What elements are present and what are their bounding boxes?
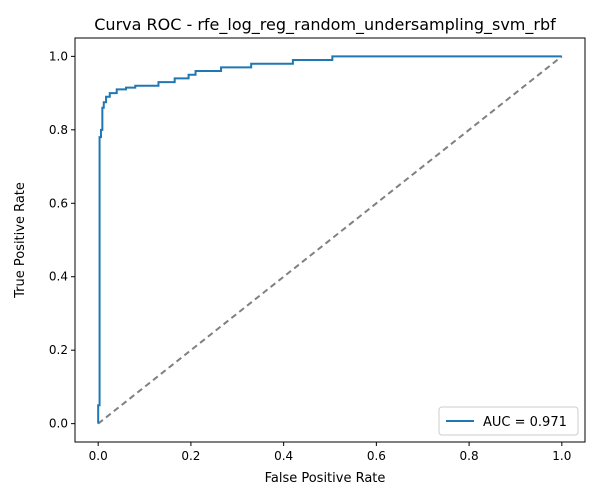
x-tick-label: 1.0 xyxy=(552,449,571,463)
y-tick-label: 0.4 xyxy=(49,270,68,284)
roc-curve-line xyxy=(97,55,562,424)
legend: AUC = 0.971 xyxy=(438,406,579,436)
y-tick-label: 1.0 xyxy=(49,49,68,63)
x-tick-label: 0.2 xyxy=(181,449,200,463)
y-tick-label: 0.2 xyxy=(49,343,68,357)
y-axis-label: True Positive Rate xyxy=(13,182,28,299)
x-axis-label: False Positive Rate xyxy=(265,471,386,486)
x-tick-label: 0.4 xyxy=(274,449,293,463)
legend-box xyxy=(438,406,579,436)
plot-frame xyxy=(74,37,586,443)
x-tick-label: 0.8 xyxy=(460,449,479,463)
x-tick-label: 0.6 xyxy=(367,449,386,463)
x-tick-label: 0.0 xyxy=(89,449,108,463)
chart-title: Curva ROC - rfe_log_reg_random_undersamp… xyxy=(94,15,556,35)
y-tick-label: 0.6 xyxy=(49,196,68,210)
chance-diagonal-line xyxy=(97,55,563,425)
y-tick-label: 0.8 xyxy=(49,123,68,137)
axes-layer: 0.0 0.2 0.4 0.6 0.8 1.0 0.0 0.2 0.4 0.6 0.8 1.0 xyxy=(49,49,571,463)
y-tick-label: 0.0 xyxy=(49,417,68,431)
plot-layer xyxy=(97,55,563,425)
legend-label-roc: AUC = 0.971 xyxy=(483,415,567,430)
